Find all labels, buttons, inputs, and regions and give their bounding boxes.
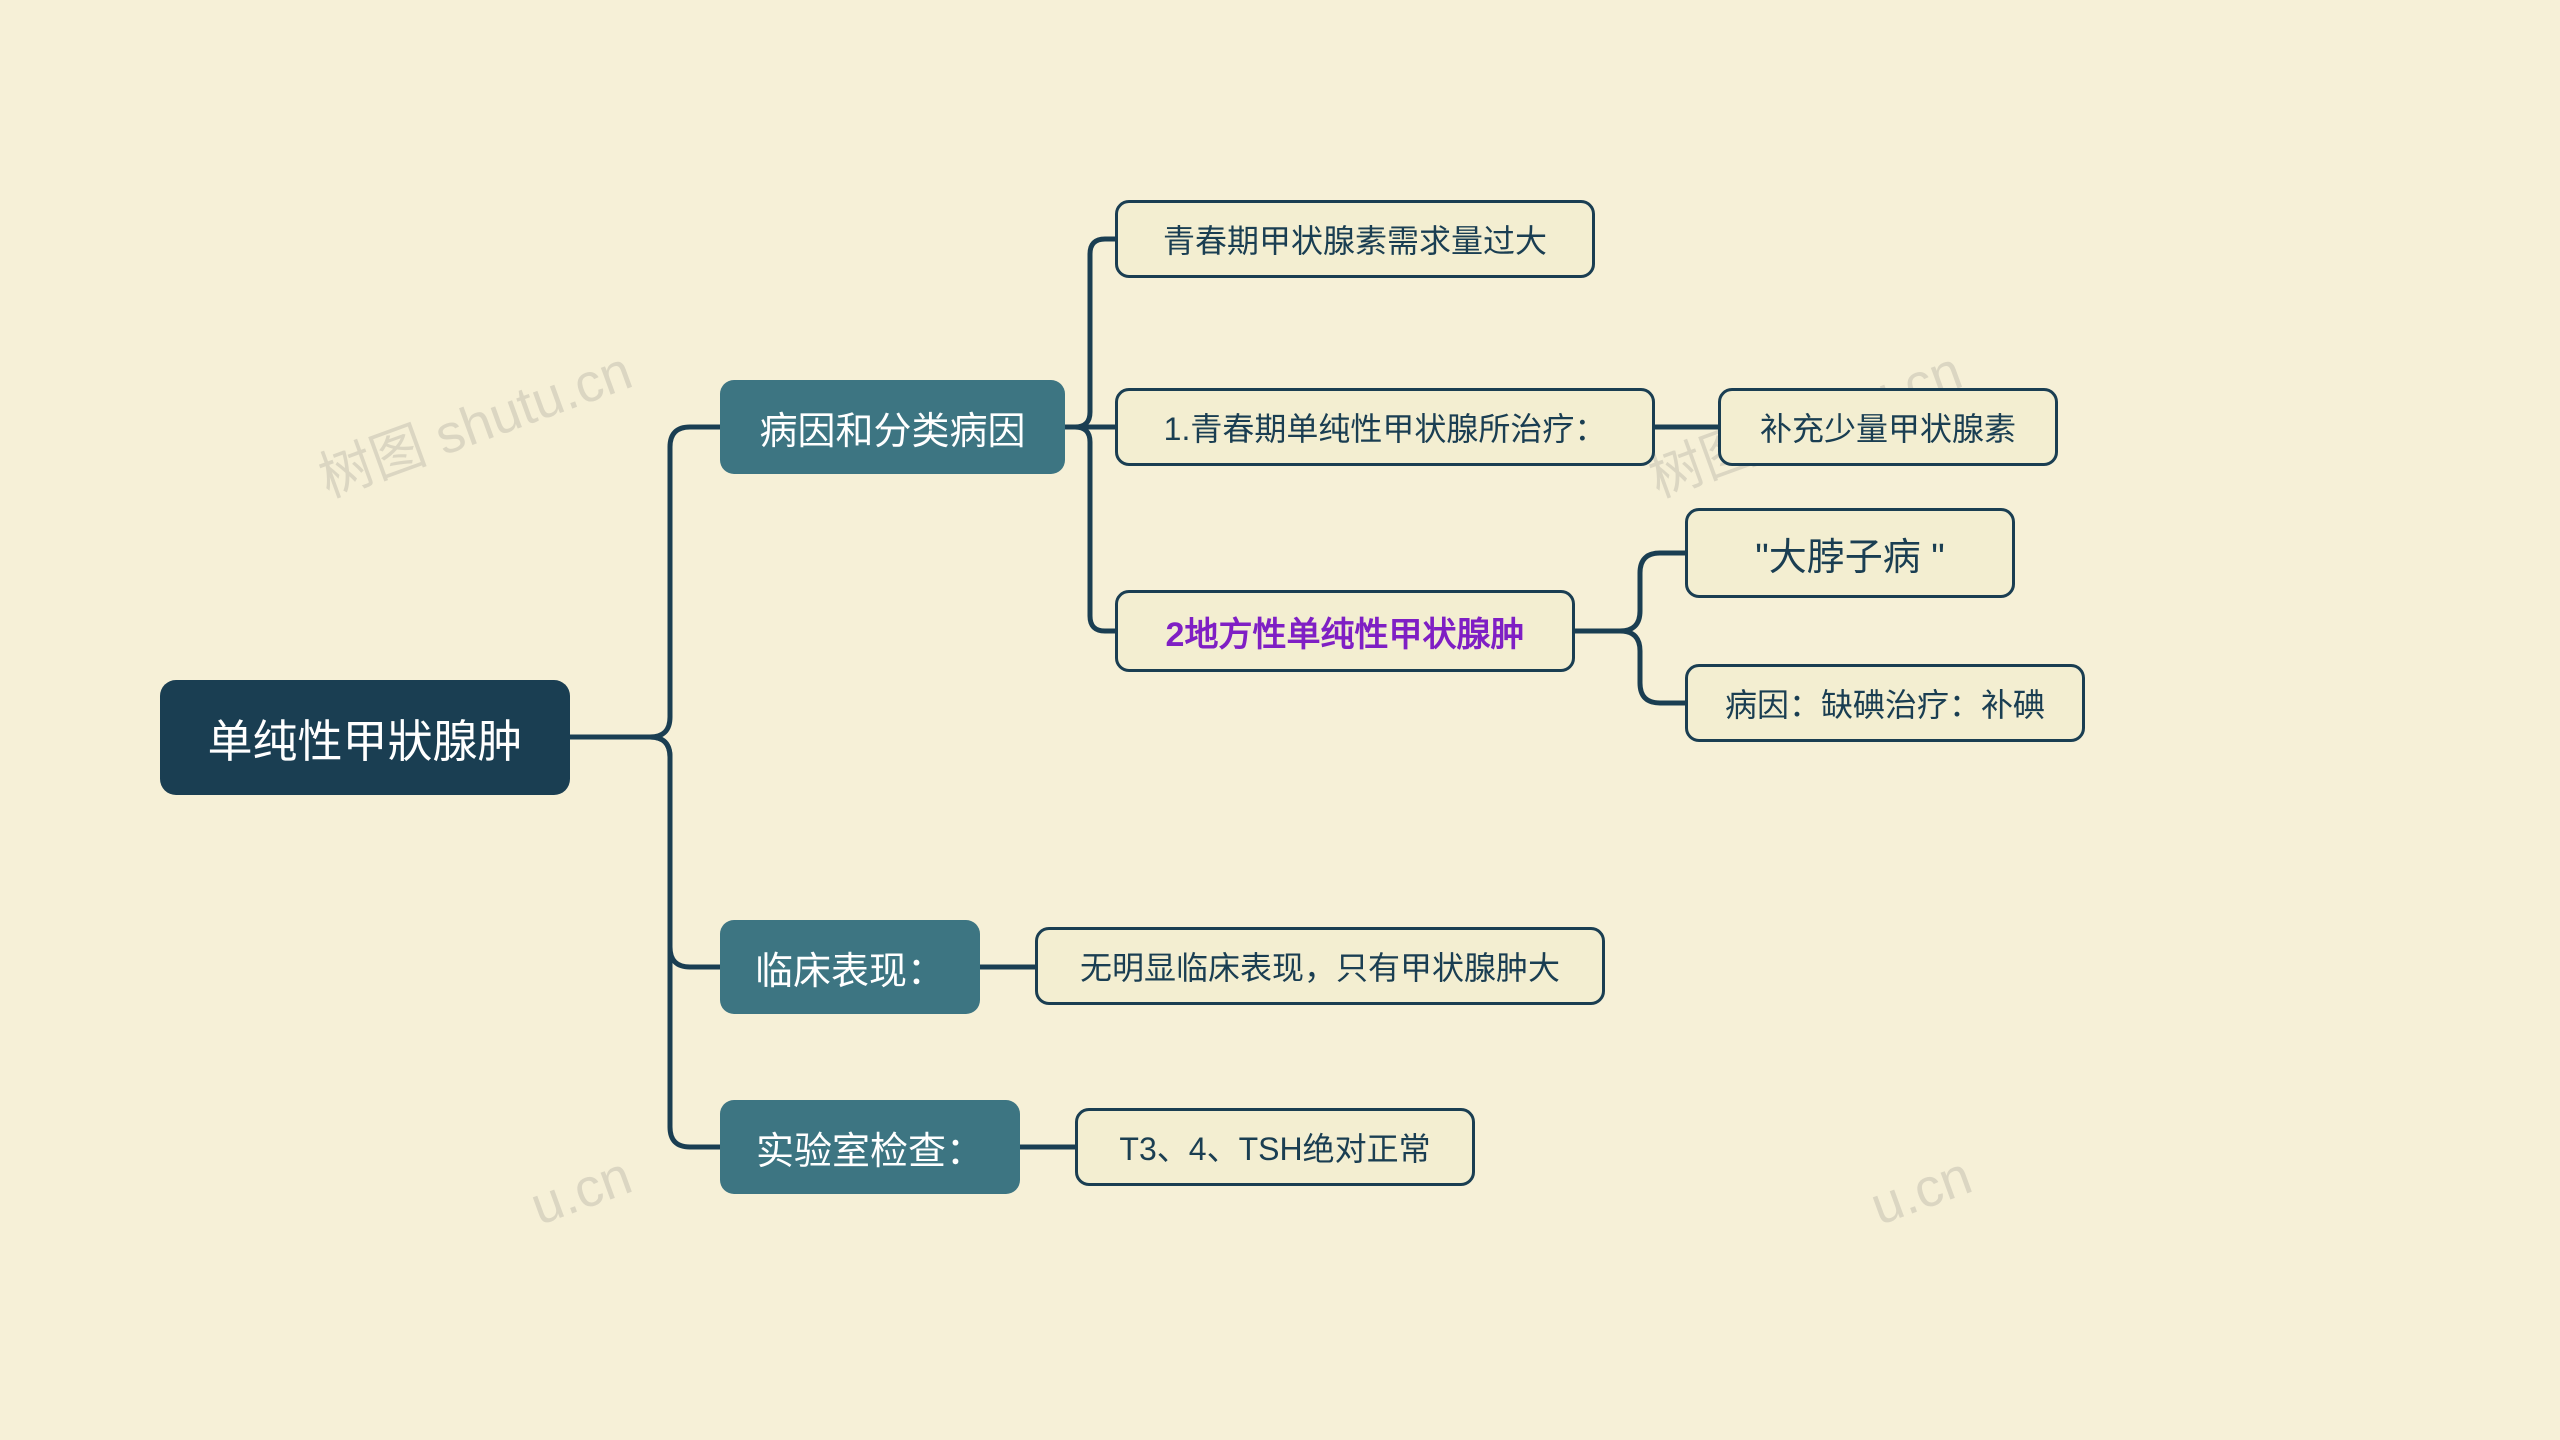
root-node[interactable]: 单纯性甲狀腺肿: [160, 680, 570, 795]
leaf-lab-desc[interactable]: T3、4、TSH绝对正常: [1075, 1108, 1475, 1186]
leaf-label: T3、4、TSH绝对正常: [1119, 1124, 1430, 1170]
watermark: 树图 shutu.cn: [306, 326, 640, 512]
branch-label: 临床表现：: [755, 940, 945, 995]
leaf-label: "大脖子病 ": [1755, 526, 1945, 581]
leaf-puberty-demand[interactable]: 青春期甲状腺素需求量过大: [1115, 200, 1595, 278]
root-label: 单纯性甲狀腺肿: [207, 705, 522, 770]
connector-endemic-bigneck: [1575, 553, 1685, 631]
connector-endemic-iodine: [1575, 631, 1685, 703]
leaf-label: 2地方性单纯性甲状腺肿: [1166, 607, 1525, 656]
leaf-label: 无明显临床表现，只有甲状腺肿大: [1080, 943, 1560, 989]
leaf-clinical-desc[interactable]: 无明显临床表现，只有甲状腺肿大: [1035, 927, 1605, 1005]
leaf-big-neck[interactable]: "大脖子病 ": [1685, 508, 2015, 598]
leaf-endemic[interactable]: 2地方性单纯性甲状腺肿: [1115, 590, 1575, 672]
leaf-label: 青春期甲状腺素需求量过大: [1163, 216, 1547, 262]
watermark: u.cn: [522, 1144, 639, 1237]
connector-root-clinical: [570, 737, 720, 967]
leaf-puberty-treatment[interactable]: 1.青春期单纯性甲状腺所治疗：: [1115, 388, 1655, 466]
leaf-label: 病因：缺碘治疗：补碘: [1725, 680, 2045, 726]
leaf-label: 1.青春期单纯性甲状腺所治疗：: [1164, 404, 1607, 450]
branch-lab[interactable]: 实验室检查：: [720, 1100, 1020, 1194]
connector-root-lab: [570, 737, 720, 1147]
leaf-iodine[interactable]: 病因：缺碘治疗：补碘: [1685, 664, 2085, 742]
branch-clinical[interactable]: 临床表现：: [720, 920, 980, 1014]
connector-root-etiology: [570, 427, 720, 737]
watermark: u.cn: [1862, 1144, 1979, 1237]
connector-etiology-endemic: [1065, 427, 1115, 631]
connector-etiology-puberty-demand: [1065, 239, 1115, 427]
branch-label: 实验室检查：: [756, 1120, 984, 1175]
leaf-supplement[interactable]: 补充少量甲状腺素: [1718, 388, 2058, 466]
leaf-label: 补充少量甲状腺素: [1760, 404, 2016, 450]
branch-etiology[interactable]: 病因和分类病因: [720, 380, 1065, 474]
branch-label: 病因和分类病因: [759, 400, 1025, 455]
